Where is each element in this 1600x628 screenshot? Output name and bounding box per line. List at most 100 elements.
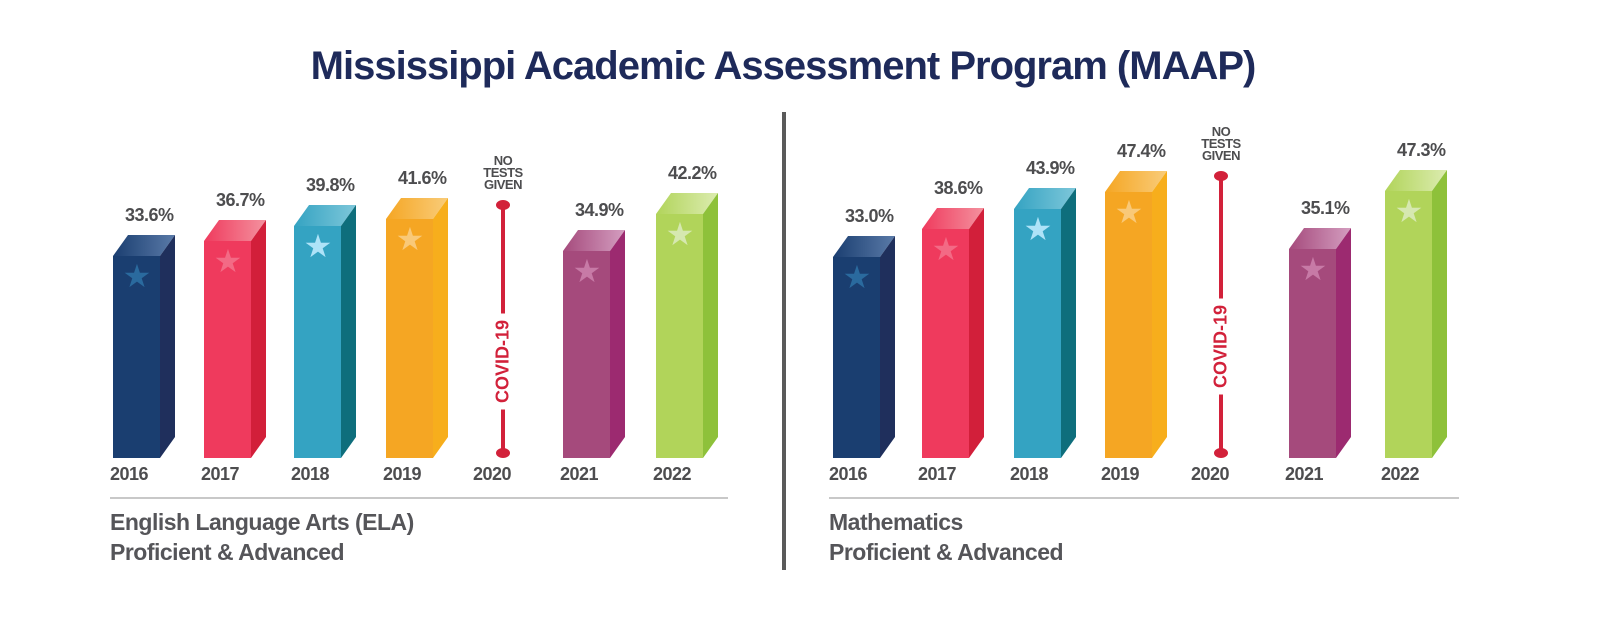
bar-top-face (563, 230, 625, 251)
bar-front-face (1289, 249, 1336, 458)
value-label-2016: 33.6% (125, 205, 174, 225)
year-label-2020: 2020 (473, 464, 512, 484)
year-label-2022: 2022 (653, 464, 692, 484)
bar-2021: ★ (1289, 228, 1351, 458)
year-label-2018: 2018 (1010, 464, 1049, 484)
year-label-2019: 2019 (1101, 464, 1140, 484)
star-icon: ★ (1114, 194, 1144, 230)
year-label-2021: 2021 (1285, 464, 1324, 484)
no-tests-word: GIVEN (484, 177, 522, 192)
year-label-2021: 2021 (560, 464, 599, 484)
bar-2018: ★ (294, 205, 356, 458)
bar-side-face (433, 198, 448, 458)
axis-baseline (829, 497, 1459, 499)
bar-front-face (204, 241, 251, 458)
bar-front-face (386, 219, 433, 458)
subject-subtitle: Proficient & Advanced (110, 539, 345, 565)
panel-divider (782, 112, 786, 570)
value-label-2022: 42.2% (668, 163, 717, 183)
bar-top-face (1289, 228, 1351, 249)
covid-19-label: COVID-19 (1210, 298, 1232, 395)
bar-top-face (1105, 171, 1167, 192)
bar-side-face (1336, 228, 1351, 458)
bar-side-face (1061, 188, 1076, 458)
bar-top-face (1014, 188, 1076, 209)
no-tests-word: NO (1211, 124, 1231, 139)
value-label-2017: 36.7% (216, 190, 265, 210)
year-label-2022: 2022 (1381, 464, 1420, 484)
bar-side-face (969, 208, 984, 458)
star-icon: ★ (303, 228, 333, 264)
bar-side-face (1152, 171, 1167, 458)
star-icon: ★ (665, 216, 695, 252)
bar-top-face (1385, 170, 1447, 191)
no-tests-word: TESTS (1201, 136, 1241, 151)
bar-2022: ★ (656, 193, 718, 458)
bar-top-face (922, 208, 984, 229)
no-tests-given-label: NO TESTS GIVEN (1191, 124, 1251, 163)
value-label-2019: 41.6% (398, 168, 447, 188)
year-label-2017: 2017 (201, 464, 240, 484)
bar-front-face (563, 251, 610, 458)
bar-2016: ★ (833, 236, 895, 458)
year-label-2016: 2016 (829, 464, 868, 484)
covid-marker-top-dot (496, 200, 510, 210)
bar-2017: ★ (204, 220, 266, 458)
no-tests-word: NO (493, 153, 513, 168)
value-label-2021: 34.9% (575, 200, 624, 220)
bar-front-face (833, 257, 880, 458)
star-icon: ★ (213, 243, 243, 279)
bar-side-face (160, 235, 175, 458)
bar-2019: ★ (386, 198, 448, 458)
bar-top-face (204, 220, 266, 241)
bar-side-face (703, 193, 718, 458)
value-label-2018: 43.9% (1026, 158, 1075, 178)
bar-front-face (1385, 191, 1432, 458)
subject-title: English Language Arts (ELA) (110, 509, 414, 535)
star-icon: ★ (842, 259, 872, 295)
bar-side-face (341, 205, 356, 458)
star-icon: ★ (572, 253, 602, 289)
year-label-2016: 2016 (110, 464, 149, 484)
covid-19-label: COVID-19 (492, 313, 514, 409)
value-label-2021: 35.1% (1301, 198, 1350, 218)
value-label-2017: 38.6% (934, 178, 983, 198)
bar-top-face (294, 205, 356, 226)
no-tests-given-label: NO TESTS GIVEN (473, 153, 533, 192)
value-label-2018: 39.8% (306, 175, 355, 195)
bar-top-face (833, 236, 895, 257)
bar-side-face (610, 230, 625, 458)
bar-front-face (294, 226, 341, 458)
bar-2021: ★ (563, 230, 625, 458)
star-icon: ★ (1023, 211, 1053, 247)
star-icon: ★ (1394, 193, 1424, 229)
no-tests-word: TESTS (483, 165, 523, 180)
bar-front-face (113, 256, 160, 458)
bar-2022: ★ (1385, 170, 1447, 458)
star-icon: ★ (931, 231, 961, 267)
subject-title: Mathematics (829, 509, 963, 535)
bar-top-face (386, 198, 448, 219)
star-icon: ★ (395, 221, 425, 257)
bar-top-face (113, 235, 175, 256)
no-tests-word: GIVEN (1202, 148, 1240, 163)
subject-subtitle: Proficient & Advanced (829, 539, 1064, 565)
star-icon: ★ (1298, 251, 1328, 287)
bar-2017: ★ (922, 208, 984, 458)
bar-front-face (656, 214, 703, 458)
bar-side-face (1432, 170, 1447, 458)
bar-side-face (880, 236, 895, 458)
bar-2018: ★ (1014, 188, 1076, 458)
bar-front-face (1014, 209, 1061, 458)
year-label-2019: 2019 (383, 464, 422, 484)
bar-2019: ★ (1105, 171, 1167, 458)
year-label-2018: 2018 (291, 464, 330, 484)
covid-marker-bottom-dot (1214, 448, 1228, 458)
bar-2016: ★ (113, 235, 175, 458)
value-label-2016: 33.0% (845, 206, 894, 226)
value-label-2019: 47.4% (1117, 141, 1166, 161)
bar-front-face (922, 229, 969, 458)
star-icon: ★ (122, 258, 152, 294)
page-title: Mississippi Academic Assessment Program … (310, 44, 1257, 88)
bar-front-face (1105, 192, 1152, 458)
